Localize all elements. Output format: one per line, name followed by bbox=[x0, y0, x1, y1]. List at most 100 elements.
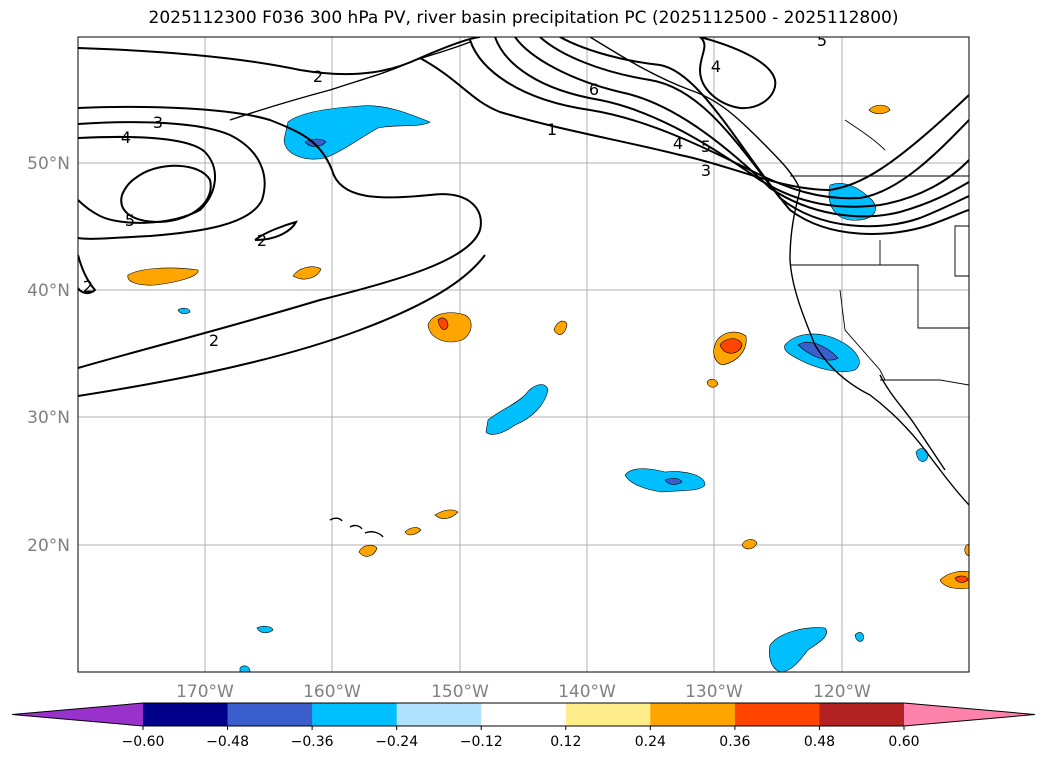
colorbar-segment bbox=[819, 703, 905, 726]
lat-label-40n: 40°N bbox=[27, 281, 70, 301]
pv-contour-labels: 2 3 4 5 2 2 2 1 6 4 5 3 5 4 bbox=[83, 31, 827, 350]
border-states-2 bbox=[880, 264, 969, 329]
pv-contour-5-west bbox=[120, 164, 212, 224]
contour-label: 6 bbox=[589, 80, 599, 99]
precip-positive-areas bbox=[127, 104, 969, 590]
border-us-mexico bbox=[880, 379, 969, 386]
precip-area-17n-110w bbox=[939, 570, 969, 590]
pv-contour-4-west bbox=[78, 135, 217, 224]
colorbar-segment bbox=[650, 703, 736, 726]
colorbar-tick-label: −0.48 bbox=[206, 734, 249, 750]
colorbar-extend-low bbox=[12, 703, 143, 726]
precip-area-small-1 bbox=[256, 625, 274, 634]
precip-area-small-6 bbox=[706, 378, 719, 388]
pv-contour-closed bbox=[698, 37, 777, 110]
precip-area-hawaii-2 bbox=[404, 527, 422, 536]
pv-contour-2-small bbox=[254, 220, 298, 241]
contour-label: 5 bbox=[701, 137, 711, 156]
map-title: 2025112300 F036 300 hPa PV, river basin … bbox=[148, 8, 899, 28]
precip-core-california bbox=[797, 341, 839, 361]
colorbar-tick-label: 0.36 bbox=[719, 734, 750, 750]
border-ca-nv bbox=[839, 289, 886, 381]
latitude-labels: 50°N 40°N 30°N 20°N bbox=[27, 154, 70, 556]
colorbar-segment bbox=[481, 703, 567, 726]
colorbar-segment bbox=[143, 703, 229, 726]
colorbar-tick-label: 0.60 bbox=[888, 734, 919, 750]
coast-hawaii-2 bbox=[349, 524, 363, 530]
lon-label-130w: 130°W bbox=[685, 682, 743, 702]
colorbar-segment bbox=[312, 703, 398, 726]
lon-label-160w: 160°W bbox=[303, 682, 361, 702]
precip-area-hawaii-3 bbox=[358, 544, 378, 557]
precip-negative-areas bbox=[177, 105, 929, 672]
pv-contour-4 bbox=[494, 37, 969, 208]
pv-contour-2-edge bbox=[78, 254, 97, 295]
colorbar-segment bbox=[396, 703, 482, 726]
lon-label-170w: 170°W bbox=[176, 682, 234, 702]
pv-contour-5 bbox=[514, 37, 969, 218]
coast-north-america bbox=[589, 37, 969, 506]
precip-core-35n-128w bbox=[719, 338, 743, 354]
lat-label-20n: 20°N bbox=[27, 536, 70, 556]
colorbar-tick-label: 0.24 bbox=[635, 734, 666, 750]
contour-label: 5 bbox=[817, 31, 827, 50]
coastlines bbox=[229, 37, 969, 538]
longitude-labels: 170°W 160°W 150°W 140°W 130°W 120°W bbox=[176, 682, 871, 702]
pv-contour-2-south bbox=[78, 254, 486, 397]
contour-label: 2 bbox=[313, 67, 323, 86]
lat-label-50n: 50°N bbox=[27, 154, 70, 174]
coast-aleutians bbox=[229, 41, 471, 121]
contour-label: 4 bbox=[711, 57, 721, 76]
pv-contour-1 bbox=[419, 57, 969, 192]
precip-core-37n-150w bbox=[437, 317, 449, 330]
colorbar-tick-label: 0.12 bbox=[550, 734, 581, 750]
contour-label: 5 bbox=[125, 211, 135, 230]
border-states-3 bbox=[954, 225, 969, 277]
precip-area-small-3 bbox=[915, 448, 929, 462]
colorbar-tick-label: −0.60 bbox=[122, 734, 165, 750]
contour-label: 3 bbox=[153, 113, 163, 132]
colorbar-tick-label: −0.36 bbox=[291, 734, 334, 750]
precip-area-37n-142w bbox=[553, 320, 568, 335]
colorbar-segment bbox=[565, 703, 651, 726]
colorbar-segment bbox=[227, 703, 313, 726]
pv-contour-north bbox=[78, 37, 481, 76]
colorbar-tick-label: 0.48 bbox=[804, 734, 835, 750]
borders bbox=[790, 119, 969, 386]
contour-label: 2 bbox=[83, 277, 93, 296]
contour-label: 4 bbox=[673, 134, 683, 153]
pv-contour-3-west bbox=[78, 121, 266, 240]
map-frame bbox=[77, 36, 970, 673]
precip-area-41n-175w bbox=[127, 267, 199, 286]
lat-label-30n: 30°N bbox=[27, 408, 70, 428]
colorbar-tick-label: −0.24 bbox=[375, 734, 418, 750]
precip-area-41n-160w bbox=[292, 266, 322, 280]
precip-area-south bbox=[769, 627, 827, 672]
border-alaska bbox=[844, 119, 886, 151]
coast-hawaii-1 bbox=[329, 517, 343, 522]
precip-area-small-4 bbox=[854, 632, 864, 642]
colorbar-extend-high bbox=[904, 703, 1035, 726]
lon-label-140w: 140°W bbox=[558, 682, 616, 702]
lon-label-150w: 150°W bbox=[431, 682, 489, 702]
precip-area-small-7 bbox=[964, 543, 969, 557]
contour-label: 3 bbox=[701, 161, 711, 180]
precip-core-25n-135w bbox=[664, 477, 683, 485]
precip-area-20n-128w bbox=[741, 539, 758, 550]
contour-label: 2 bbox=[209, 331, 219, 350]
precip-core-17n-110w bbox=[954, 575, 969, 583]
precip-area-30n-150w bbox=[485, 384, 549, 435]
colorbar: −0.60 −0.48 −0.36 −0.24 −0.12 0.12 0.24 0.36 0.4… bbox=[11, 702, 1036, 750]
coast-baja bbox=[879, 374, 946, 471]
colorbar-tick-label: −0.12 bbox=[460, 734, 503, 750]
precip-area-hawaii-1 bbox=[434, 509, 459, 520]
coast-hawaii-3 bbox=[364, 531, 384, 538]
contour-label: 1 bbox=[547, 120, 557, 139]
colorbar-segment bbox=[734, 703, 820, 726]
precip-area-54n-117w bbox=[868, 104, 891, 115]
lon-label-120w: 120°W bbox=[813, 682, 871, 702]
contour-label: 4 bbox=[121, 128, 131, 147]
pv-contour-2-west bbox=[78, 105, 482, 369]
precip-area-small-2 bbox=[177, 307, 191, 315]
